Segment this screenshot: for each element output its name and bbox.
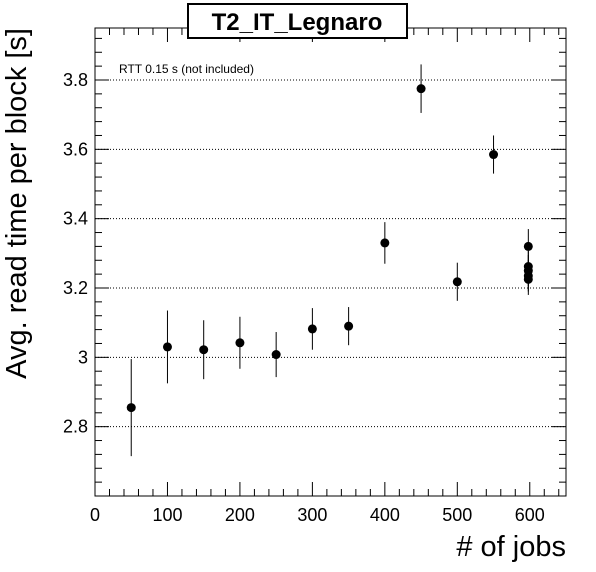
y-tick-label: 3: [78, 347, 88, 367]
data-point: [344, 321, 354, 331]
data-point: [235, 338, 245, 348]
x-axis-title: # of jobs: [456, 531, 566, 563]
data-point: [416, 84, 426, 94]
data-point: [199, 345, 209, 355]
axis-ticks: 2.8 3 3.2 3.4 3.6 3.8 0 100 200 300 400 500 600: [63, 28, 566, 525]
data-point: [452, 277, 462, 287]
data-point: [162, 342, 172, 352]
data-point: [380, 238, 390, 248]
data-point: [126, 403, 136, 413]
y-tick-label: 3.2: [63, 278, 88, 298]
data-point: [489, 150, 499, 160]
x-tick-label: 400: [370, 505, 400, 525]
data-point: [523, 274, 533, 284]
data-point: [523, 241, 533, 251]
y-tick-label: 3.8: [63, 70, 88, 90]
y-tick-label: 3.4: [63, 209, 88, 229]
x-tick-label: 500: [442, 505, 472, 525]
title-box: [187, 3, 408, 39]
grid-lines: [95, 79, 566, 428]
y-axis-title: Avg. read time per block [s]: [1, 28, 33, 379]
rtt-annotation: RTT 0.15 s (not included): [119, 62, 254, 76]
x-tick-label: 300: [297, 505, 327, 525]
data-points: [126, 64, 533, 457]
plot-frame: [94, 27, 567, 497]
x-tick-label: 0: [90, 505, 100, 525]
x-tick-label: 100: [152, 505, 182, 525]
data-point: [271, 350, 281, 360]
data-point: [307, 324, 317, 334]
chart-title: T2_IT_Legnaro: [212, 9, 383, 36]
x-tick-label: 600: [515, 505, 545, 525]
x-tick-label: 200: [225, 505, 255, 525]
y-tick-label: 2.8: [63, 417, 88, 437]
y-tick-label: 3.6: [63, 139, 88, 159]
